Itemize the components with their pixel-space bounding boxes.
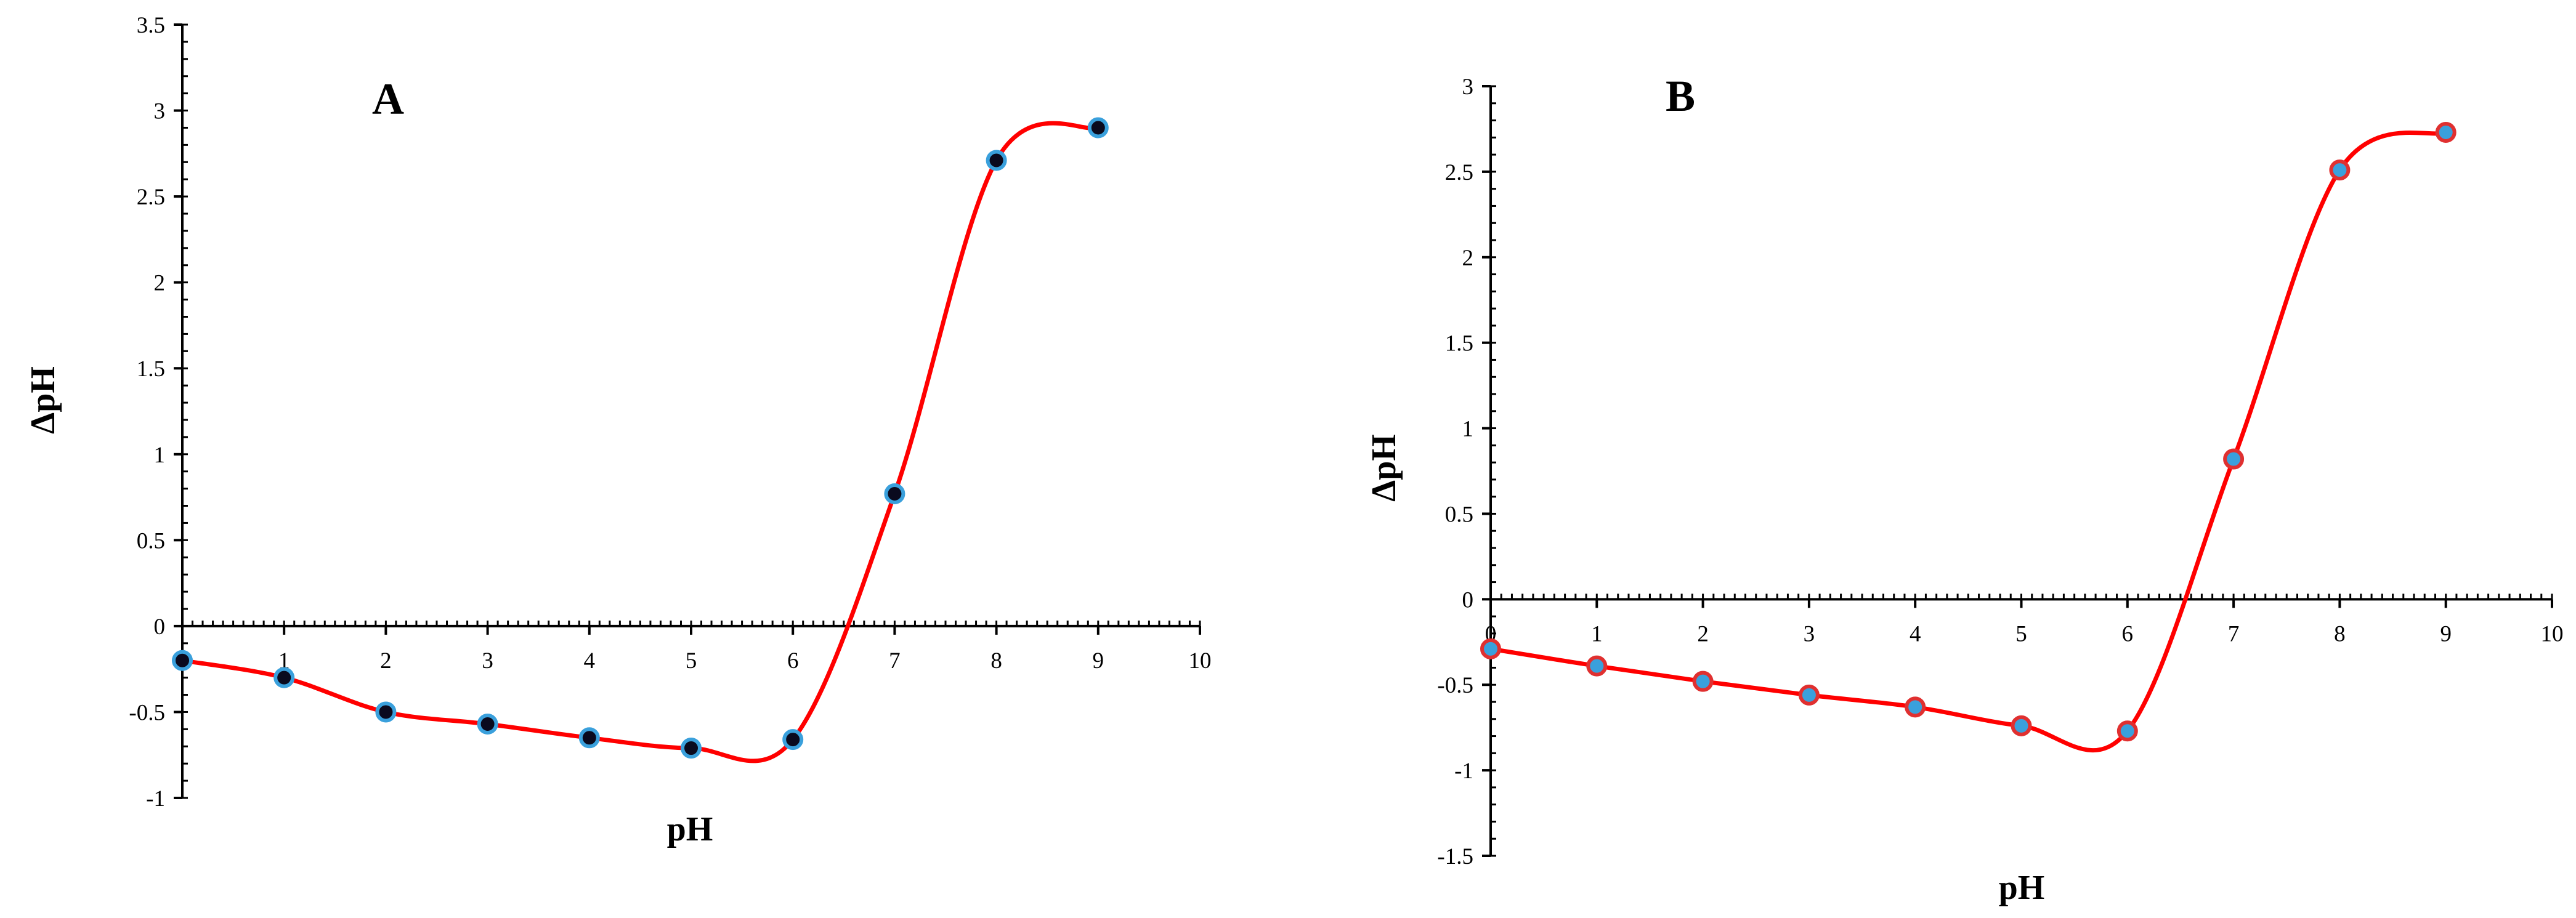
chart-panel-b: B pH ΔpH 32.521.510.50-0.5-1-1.50 1 2 3 4 5 6 7…: [1365, 71, 2564, 907]
y-tick-label: 0: [154, 614, 166, 640]
y-tick-label: 2.5: [1445, 160, 1473, 185]
x-tick-label: 7: [889, 648, 901, 674]
x-tick-label: 4: [1910, 621, 1921, 646]
data-point: [578, 727, 600, 749]
panel-label-b: B: [1666, 71, 1695, 121]
data-point: [2223, 448, 2245, 470]
data-point: [782, 729, 804, 751]
x-tick-label: 10: [2541, 621, 2564, 646]
x-tick-label: 4: [584, 648, 596, 674]
y-tick-label: 0: [1462, 587, 1474, 613]
data-point: [2116, 720, 2138, 742]
data-point: [1480, 638, 1501, 659]
data-point: [1905, 696, 1926, 718]
x-tick-label: 9: [2440, 621, 2452, 646]
y-tick-label: 2.5: [137, 185, 165, 210]
data-point: [2011, 715, 2032, 736]
data-point: [477, 713, 498, 735]
y-tick-label: 2: [154, 271, 166, 296]
y-tick-label: 1.5: [137, 356, 165, 382]
chart-panel-a: A pH ΔpH 3.532.521.510.50-0.5-1012345678…: [24, 13, 1212, 848]
y-axis-title-a: ΔpH: [24, 366, 62, 434]
x-tick-label: 8: [2334, 621, 2346, 646]
data-point: [1087, 117, 1109, 139]
data-point: [1798, 684, 1820, 706]
data-point: [375, 701, 397, 723]
y-tick-label: 0.5: [1445, 502, 1473, 527]
y-tick-label: -0.5: [1437, 673, 1473, 698]
x-tick-label: 3: [482, 648, 493, 674]
x-tick-label: 2: [1697, 621, 1709, 646]
x-tick-label: 6: [2122, 621, 2134, 646]
data-point: [2329, 159, 2351, 181]
y-tick-label: -1: [146, 786, 165, 811]
x-tick-label: 6: [787, 648, 799, 674]
y-tick-label: 3: [1462, 74, 1474, 100]
x-tick-label: 5: [2015, 621, 2027, 646]
x-tick-label: 1: [278, 648, 290, 674]
y-tick-label: 1: [154, 443, 166, 468]
x-axis-title-a: pH: [667, 810, 713, 848]
y-tick-label: 0.5: [137, 528, 165, 554]
y-tick-label: 3: [154, 99, 166, 124]
data-point: [2435, 122, 2457, 143]
x-tick-label: 8: [990, 648, 1002, 674]
y-tick-label: -0.5: [129, 700, 165, 725]
series-line: [1490, 130, 2447, 753]
x-tick-label: 5: [686, 648, 697, 674]
y-tick-label: -1.5: [1437, 844, 1473, 869]
data-point: [273, 667, 295, 688]
x-tick-label: 9: [1093, 648, 1104, 674]
y-tick-label: 1: [1462, 417, 1474, 442]
panel-label-a: A: [372, 74, 404, 124]
series-line: [182, 121, 1099, 763]
x-tick-label: 2: [380, 648, 392, 674]
y-axis-title-b: ΔpH: [1365, 434, 1403, 502]
data-point: [986, 150, 1007, 171]
data-point: [884, 483, 905, 504]
x-tick-label: 7: [2228, 621, 2240, 646]
x-tick-label: 3: [1804, 621, 1815, 646]
data-point: [681, 738, 702, 759]
y-tick-label: 2: [1462, 246, 1474, 271]
x-tick-label: 1: [1591, 621, 1603, 646]
x-axis-title-b: pH: [1999, 869, 2045, 907]
x-tick-label: 10: [1189, 648, 1212, 674]
data-point: [1586, 655, 1608, 677]
y-tick-label: -1: [1454, 759, 1473, 784]
data-point: [172, 650, 193, 671]
data-point: [1692, 670, 1714, 692]
y-tick-label: 3.5: [137, 13, 165, 38]
y-tick-label: 1.5: [1445, 331, 1473, 356]
